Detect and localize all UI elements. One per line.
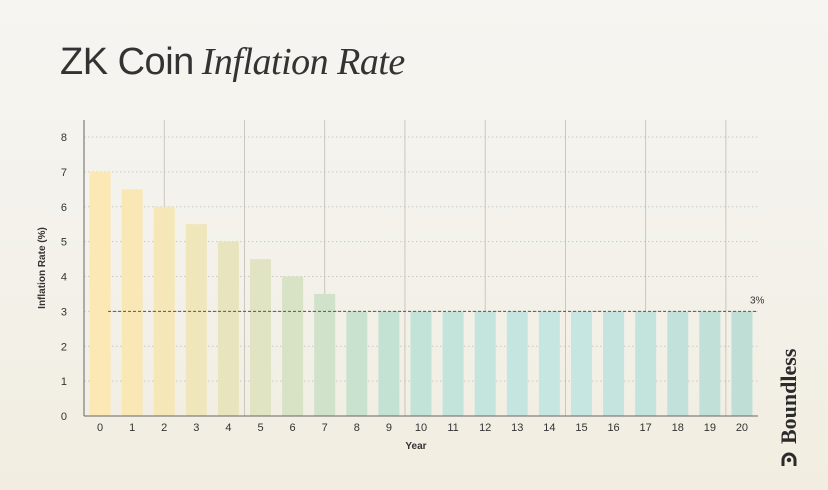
x-tick-label: 13 xyxy=(511,422,523,434)
x-tick-label: 7 xyxy=(322,422,328,434)
y-tick-label: 1 xyxy=(61,376,67,388)
y-tick-label: 8 xyxy=(61,132,67,144)
bar xyxy=(378,311,400,416)
bar xyxy=(603,311,625,416)
x-tick-label: 6 xyxy=(290,422,296,434)
x-tick-label: 20 xyxy=(736,422,748,434)
x-tick-label: 4 xyxy=(225,422,231,434)
x-tick-label: 3 xyxy=(193,422,199,434)
bar xyxy=(635,311,657,416)
x-tick-label: 19 xyxy=(704,422,716,434)
y-tick-label: 6 xyxy=(61,202,67,214)
y-tick-label: 5 xyxy=(61,237,67,249)
bar xyxy=(474,311,496,416)
y-tick-label: 0 xyxy=(61,411,67,423)
x-tick-label: 9 xyxy=(386,422,392,434)
reference-label: 3% xyxy=(750,295,765,306)
bar xyxy=(570,311,592,416)
y-tick-label: 2 xyxy=(61,341,67,353)
y-tick-label: 3 xyxy=(61,306,67,318)
brand-name: Boundless xyxy=(776,348,801,444)
x-tick-label: 0 xyxy=(97,422,103,434)
bar xyxy=(346,311,368,416)
brand-logo: Boundless xyxy=(776,349,802,470)
bar xyxy=(185,224,207,416)
title-italic: Inflation Rate xyxy=(201,41,406,83)
bar xyxy=(699,311,721,416)
x-tick-label: 14 xyxy=(543,422,555,434)
x-tick-label: 10 xyxy=(415,422,427,434)
axes-layer xyxy=(83,120,758,417)
bar xyxy=(282,276,304,416)
bar xyxy=(731,311,753,416)
bar xyxy=(250,259,272,416)
x-tick-label: 2 xyxy=(161,422,167,434)
x-tick-label: 16 xyxy=(607,422,619,434)
bar xyxy=(667,311,689,416)
x-tick-label: 8 xyxy=(354,422,360,434)
bar xyxy=(217,241,239,416)
x-axis-title: Year xyxy=(405,441,426,452)
boundless-logo-icon xyxy=(781,452,797,466)
bar xyxy=(538,311,560,416)
x-tick-label: 12 xyxy=(479,422,491,434)
x-tick-label: 17 xyxy=(640,422,652,434)
bars-layer xyxy=(89,171,753,416)
x-tick-label: 15 xyxy=(575,422,587,434)
title-main: ZK Coin xyxy=(60,41,194,83)
bar xyxy=(121,189,143,416)
x-tick-label: 5 xyxy=(257,422,263,434)
x-tick-label: 1 xyxy=(129,422,135,434)
bar xyxy=(506,311,528,416)
bar xyxy=(314,293,336,416)
x-tick-label: 11 xyxy=(447,422,458,434)
bar xyxy=(442,311,464,416)
y-axis-title: Inflation Rate (%) xyxy=(37,227,48,309)
page-title: ZK Coin Inflation Rate xyxy=(60,40,405,84)
x-tick-label: 18 xyxy=(672,422,684,434)
bar xyxy=(410,311,432,416)
bar xyxy=(89,171,111,416)
y-tick-label: 7 xyxy=(61,167,67,179)
y-tick-label: 4 xyxy=(61,272,67,284)
